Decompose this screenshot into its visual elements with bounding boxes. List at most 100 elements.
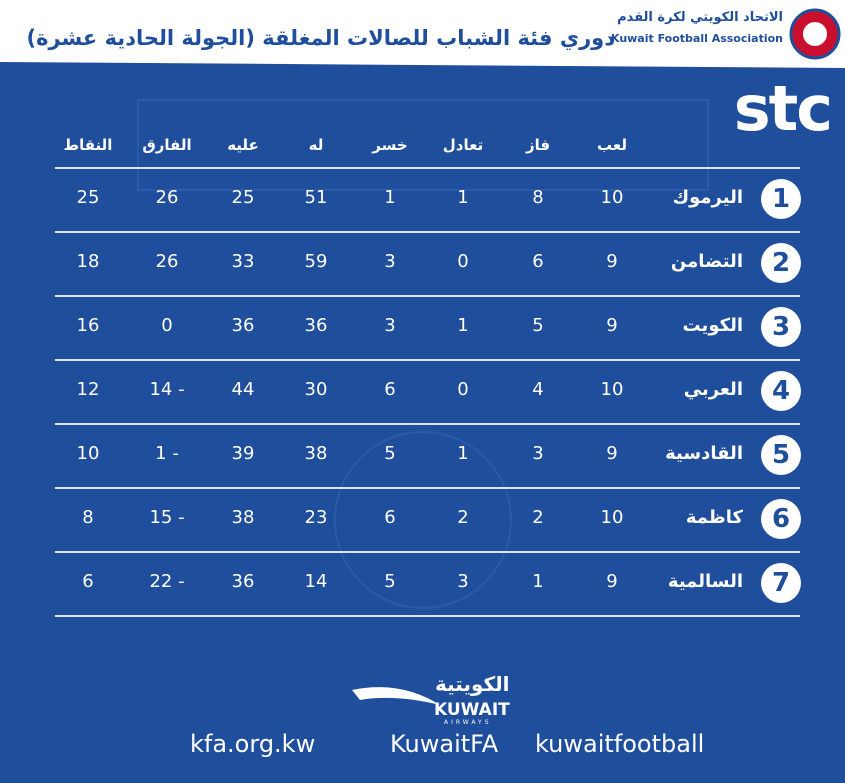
rank-badge: 2 — [761, 243, 801, 283]
stat-cell: 6 — [384, 379, 396, 400]
rank-badge: 7 — [761, 563, 801, 603]
team-name: العربي — [683, 379, 743, 400]
column-header: عليه — [227, 136, 259, 154]
row-separator — [55, 551, 800, 553]
team-name: الكويت — [682, 315, 744, 336]
stat-cell: 15 - — [149, 507, 185, 528]
stat-cell: 9 — [606, 315, 618, 336]
stat-cell: 38 — [304, 443, 328, 464]
stat-cell: 18 — [76, 251, 100, 272]
airline-name: KUWAIT — [434, 700, 510, 720]
stat-cell: 10 — [76, 443, 100, 464]
stat-cell: 26 — [155, 251, 179, 272]
stat-cell: 2 — [457, 507, 469, 528]
stat-cell: 5 — [384, 571, 396, 592]
row-separator — [55, 359, 800, 361]
stat-cell: 51 — [304, 187, 328, 208]
stat-cell: 1 — [457, 187, 469, 208]
stat-cell: 5 — [384, 443, 396, 464]
instagram-handle: kuwaitfootball — [535, 730, 705, 758]
row-separator — [55, 487, 800, 489]
team-name: كاظمة — [685, 507, 743, 528]
stat-cell: 10 — [600, 379, 624, 400]
stat-cell: 6 — [384, 507, 396, 528]
team-name: اليرموك — [672, 187, 743, 208]
team-name: القادسية — [665, 443, 743, 464]
stat-cell: 22 - — [149, 571, 185, 592]
stat-cell: 59 — [304, 251, 328, 272]
pitch-line — [137, 99, 709, 191]
stat-cell: 9 — [606, 571, 618, 592]
stat-cell: 36 — [231, 315, 255, 336]
blue-panel — [0, 62, 845, 783]
rank-badge: 3 — [761, 307, 801, 347]
stat-cell: 8 — [532, 187, 544, 208]
rank-badge: 5 — [761, 435, 801, 475]
stat-cell: 1 - — [155, 443, 179, 464]
stat-cell: 14 — [304, 571, 328, 592]
stat-cell: 9 — [606, 443, 618, 464]
association-english: Kuwait Football Association — [610, 32, 783, 45]
team-name: التضامن — [670, 251, 743, 272]
column-header: خسر — [372, 136, 408, 154]
stat-cell: 3 — [457, 571, 469, 592]
stat-cell: 10 — [600, 507, 624, 528]
column-header: فاز — [525, 136, 551, 154]
stat-cell: 0 — [161, 315, 173, 336]
stat-cell: 26 — [155, 187, 179, 208]
stat-cell: 10 — [600, 187, 624, 208]
stat-cell: 1 — [532, 571, 544, 592]
stat-cell: 39 — [231, 443, 255, 464]
website: kfa.org.kw — [190, 730, 316, 758]
stat-cell: 3 — [384, 315, 396, 336]
airline-arabic: الكويتية — [435, 672, 510, 696]
stat-cell: 3 — [532, 443, 544, 464]
stat-cell: 14 - — [149, 379, 185, 400]
stat-cell: 36 — [304, 315, 328, 336]
pitch-circle — [334, 431, 512, 609]
column-header: له — [308, 136, 324, 154]
column-header: تعادل — [442, 136, 484, 154]
title: دوري فئة الشباب للصالات المغلقة (الجولة … — [26, 26, 615, 50]
stat-cell: 36 — [231, 571, 255, 592]
social-handle: KuwaitFA — [390, 730, 499, 758]
stat-cell: 25 — [231, 187, 255, 208]
rank-badge: 4 — [761, 371, 801, 411]
column-header: الفارق — [142, 136, 192, 154]
stat-cell: 44 — [231, 379, 255, 400]
stat-cell: 25 — [76, 187, 100, 208]
stat-cell: 0 — [457, 251, 469, 272]
stat-cell: 1 — [384, 187, 396, 208]
rank-badge: 1 — [761, 179, 801, 219]
stat-cell: 3 — [384, 251, 396, 272]
stat-cell: 2 — [532, 507, 544, 528]
stat-cell: 38 — [231, 507, 255, 528]
team-name: السالمية — [667, 571, 743, 592]
stat-cell: 33 — [231, 251, 255, 272]
stat-cell: 0 — [457, 379, 469, 400]
stat-cell: 9 — [606, 251, 618, 272]
stat-cell: 8 — [82, 507, 94, 528]
stat-cell: 12 — [76, 379, 100, 400]
airline-sub: AIRWAYS — [444, 719, 492, 726]
stat-cell: 6 — [82, 571, 94, 592]
sponsor: stc — [733, 72, 833, 145]
row-separator — [55, 167, 800, 169]
row-separator — [55, 295, 800, 297]
stat-cell: 16 — [76, 315, 100, 336]
airline-logo — [352, 687, 440, 705]
stat-cell: 5 — [532, 315, 544, 336]
stat-cell: 1 — [457, 315, 469, 336]
association-arabic: الاتحاد الكويتي لكرة القدم — [617, 10, 783, 25]
logo-ball — [803, 22, 827, 46]
row-separator — [55, 231, 800, 233]
stat-cell: 23 — [304, 507, 328, 528]
column-header: لعب — [597, 136, 627, 154]
column-header: النقاط — [63, 136, 113, 154]
row-separator — [55, 423, 800, 425]
stat-cell: 6 — [532, 251, 544, 272]
stat-cell: 30 — [304, 379, 328, 400]
stat-cell: 4 — [532, 379, 544, 400]
